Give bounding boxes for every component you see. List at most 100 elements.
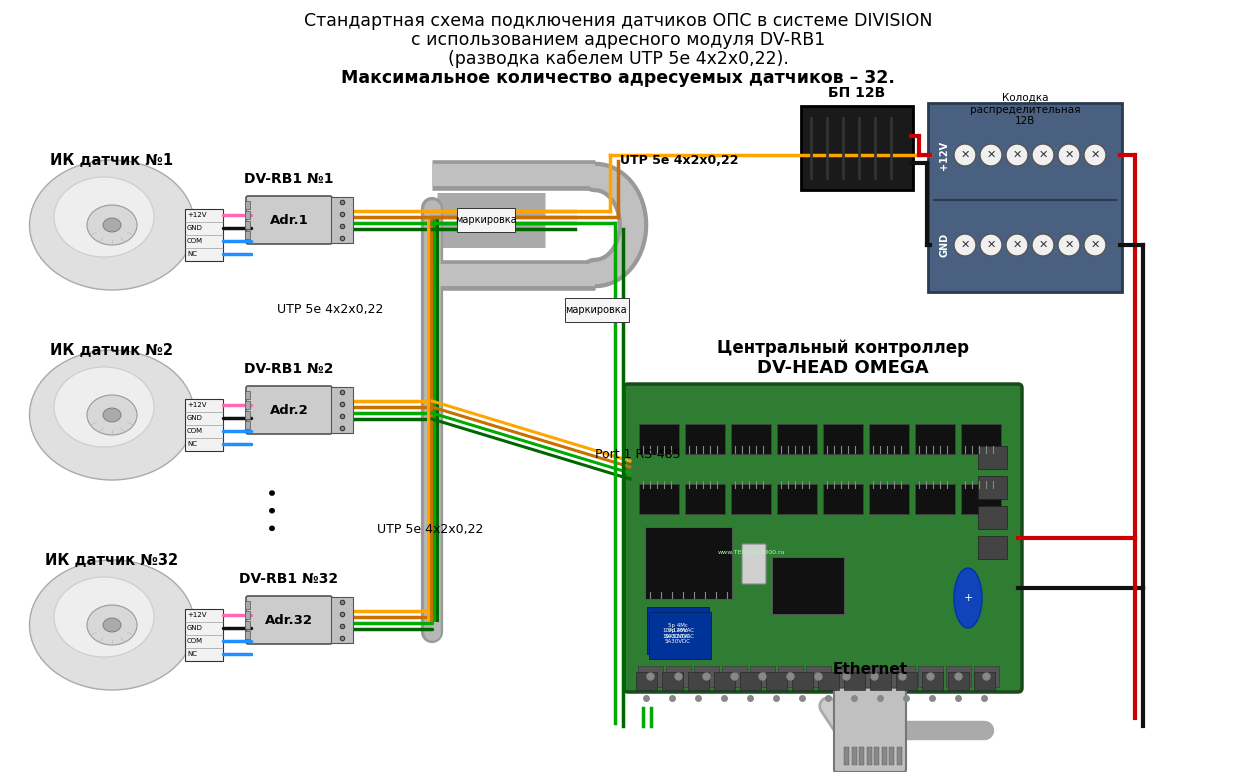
FancyBboxPatch shape	[977, 476, 1007, 499]
Text: COM: COM	[186, 428, 203, 434]
Circle shape	[1007, 144, 1028, 166]
FancyBboxPatch shape	[874, 747, 879, 765]
FancyBboxPatch shape	[778, 665, 803, 686]
FancyBboxPatch shape	[245, 201, 249, 209]
Circle shape	[1007, 234, 1028, 256]
FancyBboxPatch shape	[977, 536, 1007, 558]
Text: +: +	[963, 593, 973, 603]
FancyBboxPatch shape	[869, 484, 909, 514]
FancyBboxPatch shape	[245, 611, 249, 619]
Text: NC: NC	[186, 651, 198, 657]
FancyBboxPatch shape	[895, 672, 918, 690]
Text: Колодка
распределительная
12В: Колодка распределительная 12В	[969, 93, 1081, 126]
Circle shape	[1058, 144, 1079, 166]
Ellipse shape	[86, 205, 137, 245]
FancyBboxPatch shape	[889, 665, 914, 686]
FancyBboxPatch shape	[650, 612, 711, 659]
FancyBboxPatch shape	[823, 424, 863, 454]
Text: Центральный контроллер: Центральный контроллер	[718, 339, 969, 357]
Text: Adr.2: Adr.2	[269, 404, 309, 417]
FancyBboxPatch shape	[731, 424, 771, 454]
Text: с использованием адресного модуля DV-RB1: с использованием адресного модуля DV-RB1	[411, 31, 825, 49]
Ellipse shape	[86, 605, 137, 645]
Circle shape	[953, 144, 976, 166]
FancyBboxPatch shape	[834, 688, 906, 772]
FancyBboxPatch shape	[766, 672, 787, 690]
FancyBboxPatch shape	[946, 665, 971, 686]
FancyBboxPatch shape	[645, 527, 732, 599]
Text: ✕: ✕	[1013, 240, 1021, 250]
Text: UTP 5е 4х2х0,22: UTP 5е 4х2х0,22	[377, 523, 483, 537]
Ellipse shape	[86, 395, 137, 435]
FancyBboxPatch shape	[897, 747, 902, 765]
FancyBboxPatch shape	[246, 196, 332, 244]
Text: +12V: +12V	[186, 212, 206, 218]
FancyBboxPatch shape	[844, 747, 848, 765]
Text: ✕: ✕	[1013, 150, 1021, 160]
Text: Adr.1: Adr.1	[269, 214, 309, 226]
FancyBboxPatch shape	[638, 424, 679, 454]
FancyBboxPatch shape	[245, 621, 249, 629]
FancyBboxPatch shape	[245, 411, 249, 419]
Circle shape	[981, 234, 1002, 256]
Text: DV-RB1 №1: DV-RB1 №1	[245, 172, 333, 186]
FancyBboxPatch shape	[662, 672, 683, 690]
Text: Port 1 RS-485: Port 1 RS-485	[595, 449, 680, 462]
FancyBboxPatch shape	[624, 384, 1023, 692]
FancyBboxPatch shape	[927, 103, 1123, 292]
FancyBboxPatch shape	[860, 747, 864, 765]
FancyBboxPatch shape	[245, 391, 249, 399]
FancyBboxPatch shape	[772, 557, 844, 614]
FancyBboxPatch shape	[869, 672, 892, 690]
FancyBboxPatch shape	[882, 747, 887, 765]
FancyBboxPatch shape	[685, 484, 725, 514]
Text: UTP 5е 4х2х0,22: UTP 5е 4х2х0,22	[277, 303, 383, 317]
FancyBboxPatch shape	[246, 386, 332, 434]
FancyBboxPatch shape	[331, 387, 353, 433]
FancyBboxPatch shape	[851, 747, 857, 765]
Ellipse shape	[103, 618, 121, 632]
FancyBboxPatch shape	[185, 209, 224, 261]
Ellipse shape	[54, 177, 154, 257]
FancyBboxPatch shape	[636, 672, 657, 690]
FancyBboxPatch shape	[777, 424, 818, 454]
FancyBboxPatch shape	[714, 672, 735, 690]
FancyBboxPatch shape	[750, 665, 774, 686]
FancyBboxPatch shape	[802, 106, 913, 190]
Text: DV-RB1 №2: DV-RB1 №2	[245, 362, 333, 376]
FancyBboxPatch shape	[915, 484, 955, 514]
Text: NC: NC	[186, 441, 198, 447]
FancyBboxPatch shape	[457, 208, 515, 232]
FancyBboxPatch shape	[685, 424, 725, 454]
Text: ИК датчик №1: ИК датчик №1	[51, 153, 174, 168]
FancyBboxPatch shape	[721, 665, 746, 686]
Text: ✕: ✕	[1091, 240, 1099, 250]
FancyBboxPatch shape	[647, 607, 709, 654]
FancyBboxPatch shape	[867, 747, 872, 765]
Text: Максимальное количество адресуемых датчиков – 32.: Максимальное количество адресуемых датчи…	[341, 69, 895, 87]
FancyBboxPatch shape	[918, 665, 942, 686]
Text: ИК датчик №2: ИК датчик №2	[51, 343, 173, 358]
Ellipse shape	[103, 218, 121, 232]
FancyBboxPatch shape	[961, 484, 1002, 514]
FancyBboxPatch shape	[921, 672, 944, 690]
Text: Adr.32: Adr.32	[266, 614, 312, 627]
Ellipse shape	[30, 560, 194, 690]
Text: +12V: +12V	[186, 612, 206, 618]
FancyBboxPatch shape	[331, 197, 353, 243]
Text: ✕: ✕	[961, 150, 969, 160]
FancyBboxPatch shape	[185, 399, 224, 451]
Text: ✕: ✕	[1091, 150, 1099, 160]
Circle shape	[1032, 144, 1053, 166]
Text: ✕: ✕	[987, 240, 995, 250]
Text: NC: NC	[186, 251, 198, 257]
FancyBboxPatch shape	[694, 665, 719, 686]
Text: GND: GND	[939, 233, 948, 257]
Text: 5p 4Mc
10A120VAC
5A30VDC: 5p 4Mc 10A120VAC 5A30VDC	[662, 623, 694, 639]
Ellipse shape	[30, 350, 194, 480]
Circle shape	[1058, 234, 1079, 256]
FancyBboxPatch shape	[637, 665, 662, 686]
FancyBboxPatch shape	[961, 424, 1002, 454]
Ellipse shape	[103, 408, 121, 422]
FancyBboxPatch shape	[823, 484, 863, 514]
